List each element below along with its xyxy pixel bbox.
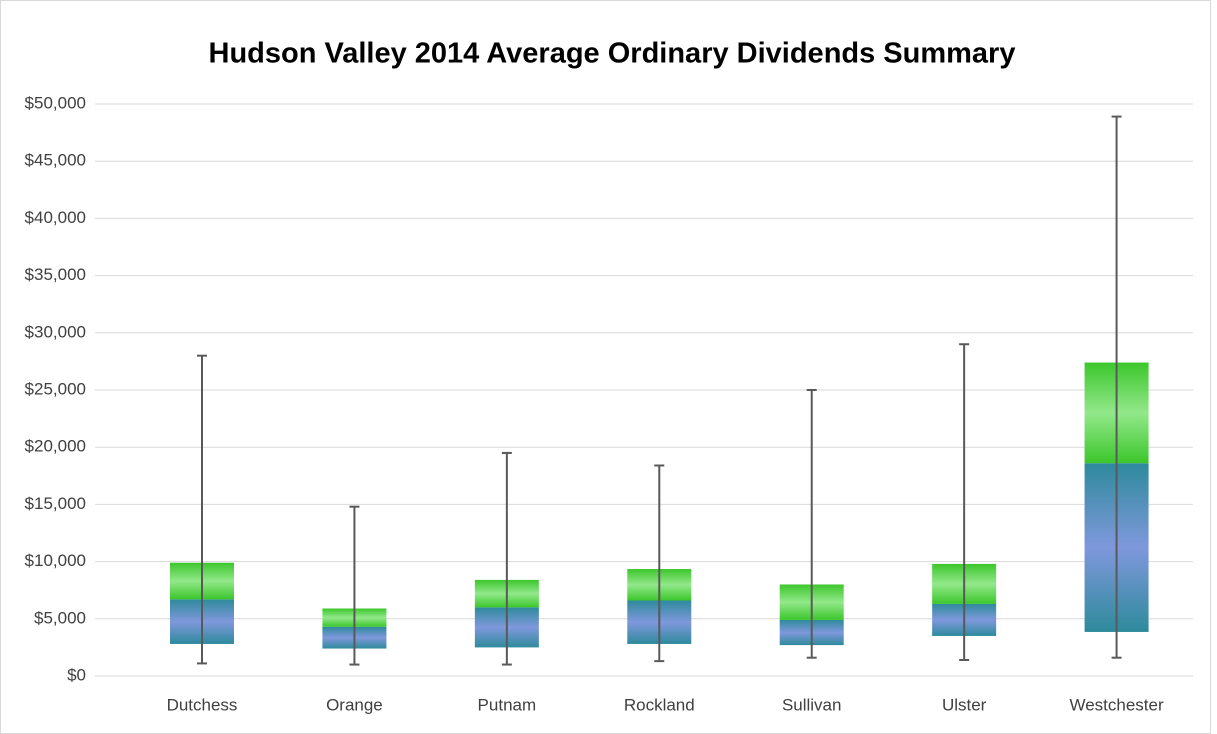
y-tick-label: $5,000 bbox=[34, 608, 86, 627]
y-tick-label: $10,000 bbox=[25, 551, 86, 570]
x-tick-label: Dutchess bbox=[167, 695, 238, 714]
x-tick-label: Ulster bbox=[942, 695, 987, 714]
y-tick-label: $35,000 bbox=[25, 265, 86, 284]
x-tick-label: Putnam bbox=[478, 695, 537, 714]
y-tick-label: $40,000 bbox=[25, 208, 86, 227]
y-tick-label: $15,000 bbox=[25, 494, 86, 513]
y-tick-label: $25,000 bbox=[25, 379, 86, 398]
y-tick-label: $50,000 bbox=[25, 93, 86, 112]
y-tick-label: $30,000 bbox=[25, 322, 86, 341]
y-tick-label: $0 bbox=[67, 665, 86, 684]
chart-title: Hudson Valley 2014 Average Ordinary Divi… bbox=[209, 38, 1016, 70]
x-tick-label: Rockland bbox=[624, 695, 695, 714]
x-tick-label: Sullivan bbox=[782, 695, 842, 714]
y-tick-label: $45,000 bbox=[25, 151, 86, 170]
x-tick-label: Westchester bbox=[1069, 695, 1164, 714]
y-tick-label: $20,000 bbox=[25, 437, 86, 456]
x-tick-label: Orange bbox=[326, 695, 383, 714]
